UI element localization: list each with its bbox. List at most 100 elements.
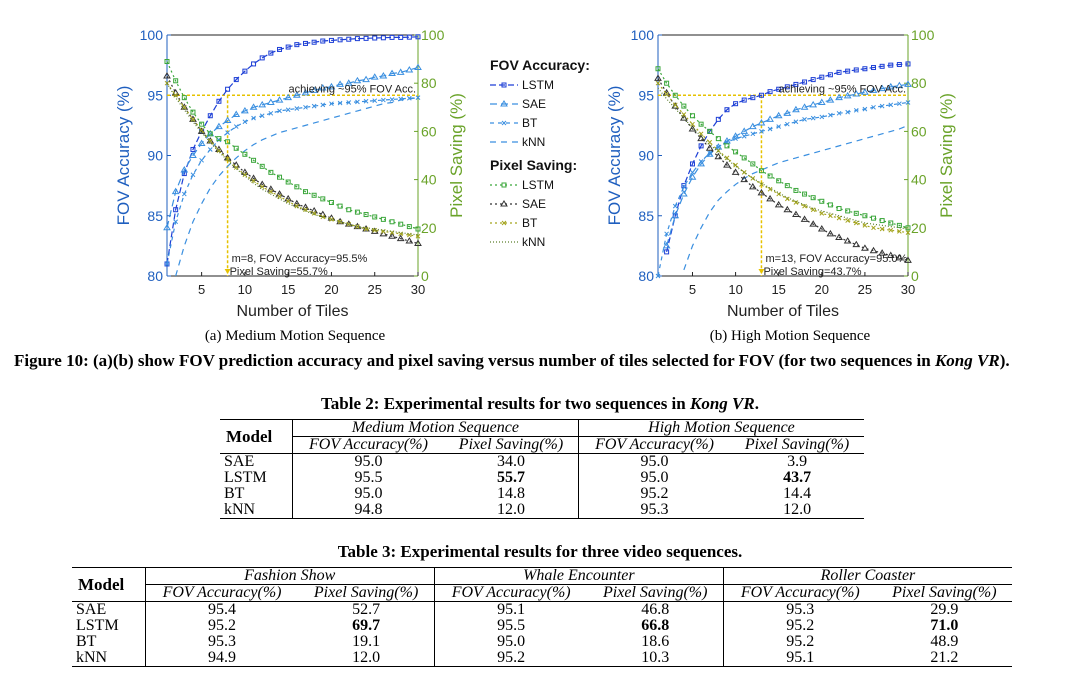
table2-col-header: Pixel Saving(%) xyxy=(744,436,850,453)
table3-cell: 95.3 xyxy=(208,633,237,650)
saving-point-lstm xyxy=(707,128,713,134)
table2-model-cell: SAE xyxy=(220,453,293,470)
saving-point-bt xyxy=(251,178,256,184)
x-axis-label: Number of Tiles xyxy=(727,303,839,320)
accuracy-point-bt xyxy=(337,100,343,106)
accuracy-point-sae xyxy=(258,100,267,108)
saving-point-sae xyxy=(180,103,189,110)
accuracy-point-lstm xyxy=(233,77,239,83)
saving-point-lstm xyxy=(879,218,885,224)
saving-point-bt xyxy=(862,223,868,228)
accuracy-point-sae xyxy=(878,84,887,92)
subcaption-b: (b) High Motion Sequence xyxy=(709,328,871,344)
accuracy-point-bt xyxy=(415,95,421,101)
saving-point-lstm xyxy=(389,219,395,225)
saving-point-sae xyxy=(740,175,749,183)
saving-point-lstm xyxy=(199,121,205,127)
marker-annotation-saving: Pixel Saving=55.7% xyxy=(230,266,328,278)
accuracy-point-sae xyxy=(301,88,310,96)
saving-point-bt xyxy=(303,207,308,213)
table2-caption-end: . xyxy=(754,394,759,413)
accuracy-point-sae xyxy=(275,96,284,103)
saving-point-bt xyxy=(836,215,842,221)
accuracy-point-lstm xyxy=(836,69,842,75)
accuracy-point-bt xyxy=(698,159,704,164)
accuracy-point-bt xyxy=(819,114,825,120)
table3-cell: 95.0 xyxy=(497,633,526,650)
table2-caption-italic: Kong VR xyxy=(690,394,755,413)
accuracy-point-lstm xyxy=(776,86,782,92)
table3-cell: 19.1 xyxy=(298,634,435,650)
saving-point-lstm xyxy=(242,151,248,157)
accuracy-point-lstm xyxy=(724,107,730,113)
saving-point-bt xyxy=(828,213,833,219)
saving-point-sae xyxy=(886,251,895,259)
accuracy-point-bt xyxy=(320,102,326,108)
x-tick-label: 20 xyxy=(815,282,829,297)
table3-col-header: Pixel Saving(%) xyxy=(892,584,997,601)
accuracy-line-bt xyxy=(166,97,419,265)
saving-point-bt xyxy=(655,80,661,86)
accuracy-point-bt xyxy=(888,102,894,108)
accuracy-point-lstm xyxy=(810,77,816,83)
saving-point-sae xyxy=(241,168,249,175)
accuracy-point-lstm xyxy=(389,34,395,40)
accuracy-point-sae xyxy=(662,241,671,249)
table3-group-whale: Whale Encounter xyxy=(434,567,724,585)
accuracy-point-lstm xyxy=(862,66,868,72)
y2-axis-label: Pixel Saving (%) xyxy=(937,93,956,218)
accuracy-point-lstm xyxy=(733,101,739,107)
saving-point-lstm xyxy=(164,59,170,65)
table3-cell: 10.3 xyxy=(587,650,724,667)
accuracy-point-lstm xyxy=(207,113,213,119)
accuracy-point-sae xyxy=(800,103,809,110)
accuracy-point-sae xyxy=(241,106,249,114)
table2-cell: 95.0 xyxy=(292,453,445,470)
accuracy-point-bt xyxy=(216,137,222,143)
accuracy-point-lstm xyxy=(285,44,291,50)
saving-point-bt xyxy=(733,162,738,168)
accuracy-point-sae xyxy=(318,84,327,91)
saving-point-sae xyxy=(800,215,809,222)
legend-saving-marker xyxy=(501,220,507,226)
accuracy-point-bt xyxy=(672,203,678,209)
y2-axis-label: Pixel Saving (%) xyxy=(447,93,466,218)
y2-tick-label: 0 xyxy=(421,268,429,284)
saving-point-bt xyxy=(216,148,222,154)
legend-accuracy-label: LSTM xyxy=(522,78,554,92)
saving-point-sae xyxy=(757,188,766,196)
saving-point-bt xyxy=(845,218,851,223)
accuracy-point-lstm xyxy=(302,40,308,46)
marker-annotation-saving: Pixel Saving=43.7% xyxy=(763,266,861,278)
saving-point-lstm xyxy=(406,224,412,230)
saving-point-lstm xyxy=(905,225,911,231)
x-axis-label: Number of Tiles xyxy=(236,303,348,320)
y2-tick-label: 100 xyxy=(421,27,445,43)
table2-model-cell: BT xyxy=(220,486,293,502)
table2-cell: 95.0 xyxy=(578,453,731,470)
x-tick-label: 30 xyxy=(411,282,425,297)
y-axis-label: FOV Accuracy (%) xyxy=(605,86,624,226)
saving-point-lstm xyxy=(311,192,317,198)
table2-cell: 3.9 xyxy=(730,453,864,470)
chart-legend: FOV Accuracy: LSTM SAE BT kNN Pixel Saving: LS… xyxy=(490,57,590,249)
saving-point-bt xyxy=(741,170,747,175)
saving-point-lstm xyxy=(802,191,808,197)
saving-point-sae xyxy=(774,200,783,208)
saving-point-lstm xyxy=(871,215,877,221)
table-row: BT 95.3 19.1 95.0 18.6 95.2 48.9 xyxy=(72,634,1012,650)
accuracy-point-bt xyxy=(664,231,669,237)
accuracy-line-bt xyxy=(657,101,909,277)
accuracy-point-sae xyxy=(370,73,379,80)
accuracy-point-bt xyxy=(879,103,885,109)
y2-tick-label: 100 xyxy=(911,27,935,43)
saving-point-sae xyxy=(878,249,887,256)
saving-point-bt xyxy=(233,165,239,170)
y-tick-label: 100 xyxy=(631,27,655,43)
accuracy-point-lstm xyxy=(750,95,756,101)
saving-point-lstm xyxy=(724,143,730,149)
saving-point-lstm xyxy=(320,196,326,202)
saving-point-lstm xyxy=(776,178,782,184)
accuracy-point-bt xyxy=(871,104,876,110)
saving-point-sae xyxy=(904,256,912,263)
